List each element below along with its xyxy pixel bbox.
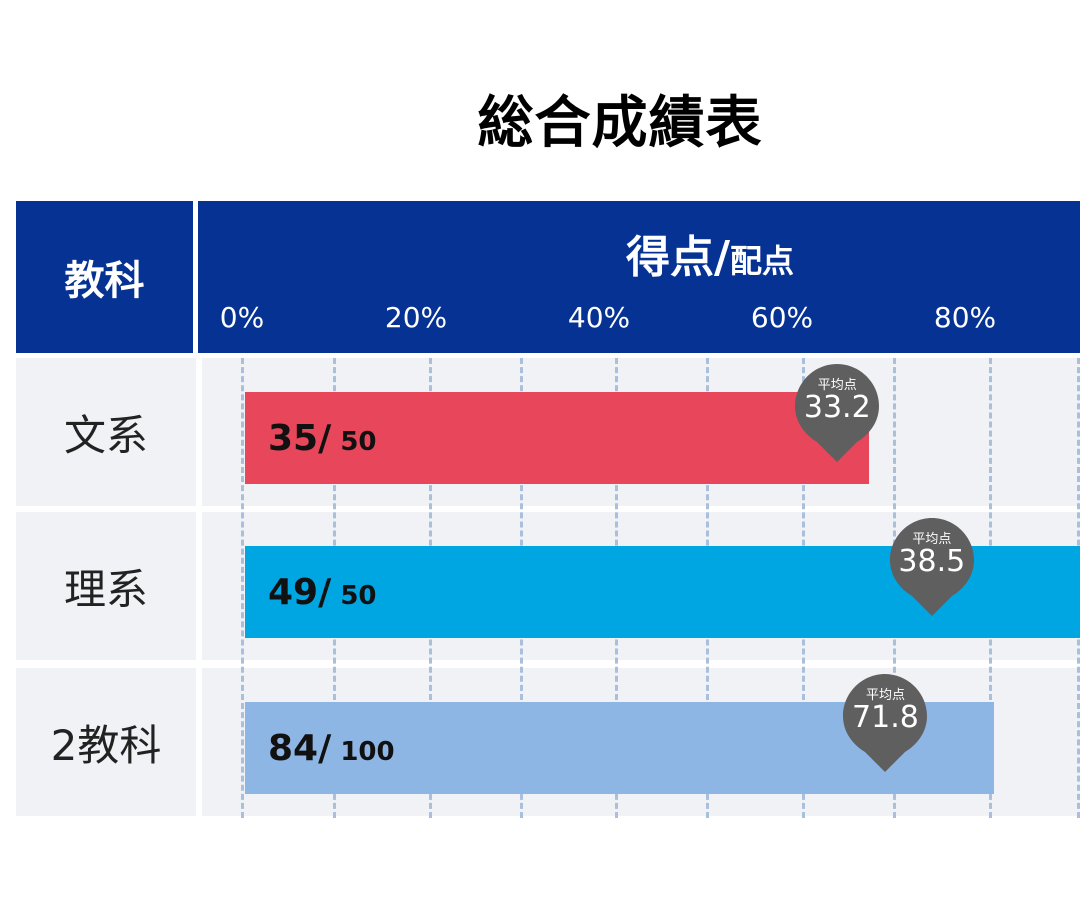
subject-header-label: 教科 bbox=[64, 258, 145, 304]
score-header-sub-label: 配点 bbox=[730, 242, 795, 280]
average-pin: 平均点 33.2 bbox=[793, 362, 881, 462]
score-header-label: 得点/ bbox=[625, 232, 731, 283]
x-tick-label: 60% bbox=[750, 301, 814, 334]
score-header: 得点/配点 0% 20% 40% 60% 80% bbox=[198, 201, 1080, 353]
average-caption: 平均点 bbox=[865, 688, 905, 703]
bar-score-value: 84/ bbox=[268, 728, 332, 769]
category-label: 理系 bbox=[63, 564, 148, 614]
average-caption: 平均点 bbox=[817, 378, 857, 393]
bar-score-label: 35/ 50 bbox=[268, 418, 377, 459]
x-tick-label: 80% bbox=[933, 301, 997, 334]
row-label-two-subjects: 2教科 bbox=[16, 668, 196, 816]
average-pin: 平均点 38.5 bbox=[888, 516, 976, 616]
bar-score-value: 49/ bbox=[268, 572, 332, 613]
x-tick-label: 40% bbox=[567, 301, 631, 334]
bar-max-value: 100 bbox=[340, 737, 395, 767]
bar-score-label: 84/ 100 bbox=[268, 728, 395, 769]
category-label: 2教科 bbox=[50, 720, 162, 770]
x-tick-label: 20% bbox=[384, 301, 448, 334]
average-pin: 平均点 71.8 bbox=[841, 672, 929, 772]
row-label-science: 理系 bbox=[16, 512, 196, 660]
average-value: 33.2 bbox=[803, 390, 871, 425]
score-bar bbox=[245, 392, 870, 484]
map-pin-icon bbox=[843, 674, 928, 772]
subject-header: 教科 bbox=[16, 201, 193, 353]
bar-score-label: 49/ 50 bbox=[268, 572, 377, 613]
score-header-title: 得点/配点 bbox=[198, 221, 1080, 285]
x-tick-label: 0% bbox=[219, 301, 265, 334]
category-label: 文系 bbox=[63, 410, 148, 460]
page-title: 総合成績表 bbox=[477, 91, 763, 156]
map-pin-icon bbox=[889, 518, 974, 616]
map-pin-icon bbox=[795, 364, 880, 462]
average-value: 38.5 bbox=[898, 544, 966, 579]
average-caption: 平均点 bbox=[912, 532, 952, 547]
average-value: 71.8 bbox=[852, 700, 919, 735]
bar-max-value: 50 bbox=[340, 581, 377, 611]
row-label-humanities: 文系 bbox=[16, 358, 196, 506]
bar-max-value: 50 bbox=[340, 427, 377, 457]
bar-score-value: 35/ bbox=[268, 418, 332, 459]
